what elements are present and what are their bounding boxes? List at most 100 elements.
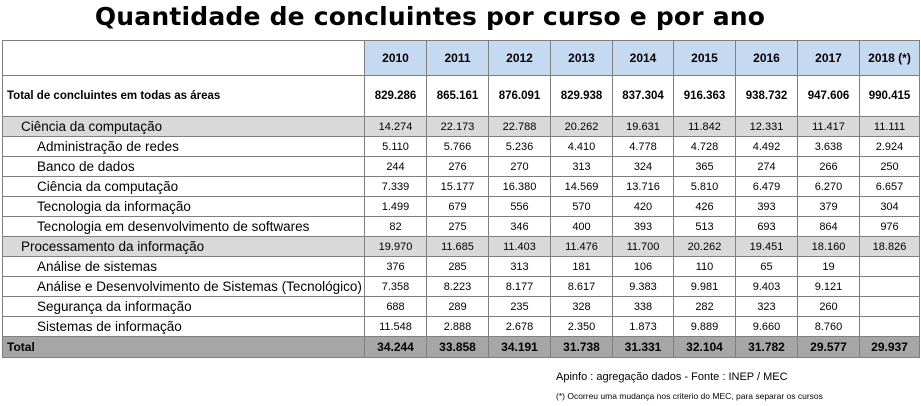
cell-value: 3.638 bbox=[797, 136, 860, 157]
cell-value: 8.177 bbox=[488, 276, 551, 297]
row-label: Ciência da computação bbox=[2, 176, 365, 197]
cell-value: 5.766 bbox=[426, 136, 489, 157]
cell-value: 2016 bbox=[735, 40, 798, 76]
cell-value: 2.678 bbox=[488, 316, 551, 337]
cell-value: 426 bbox=[673, 196, 736, 217]
cell-value: 324 bbox=[612, 156, 674, 177]
cell-value: 4.728 bbox=[673, 136, 736, 157]
cell-value: 2017 bbox=[797, 40, 860, 76]
cell-value: 34.244 bbox=[364, 336, 427, 358]
row-label: Segurança da informação bbox=[2, 296, 365, 317]
cell-value: 323 bbox=[735, 296, 798, 317]
table-row: Análise de sistemas 376 285 313 181 106 110 65 1… bbox=[2, 256, 920, 277]
cell-value: 11.111 bbox=[859, 116, 920, 137]
cell-value: 11.476 bbox=[550, 236, 613, 257]
cell-value: 32.104 bbox=[673, 336, 736, 358]
cell-value: 313 bbox=[550, 156, 613, 177]
cell-value: 235 bbox=[488, 296, 551, 317]
table-row: Análise e Desenvolvimento de Sistemas (T… bbox=[2, 276, 920, 297]
cell-value bbox=[859, 276, 920, 297]
cell-value: 11.548 bbox=[364, 316, 427, 337]
row-label: Administração de redes bbox=[2, 136, 365, 157]
cell-value: 31.738 bbox=[550, 336, 613, 358]
row-label: Tecnologia em desenvolvimento de softwar… bbox=[2, 216, 365, 237]
cell-value: 275 bbox=[426, 216, 489, 237]
row-label: Total bbox=[2, 336, 365, 358]
cell-value: 22.788 bbox=[488, 116, 551, 137]
cell-value: 20.262 bbox=[550, 116, 613, 137]
cell-value: 106 bbox=[612, 256, 674, 277]
table-row: Tecnologia da informação 1.499 679 556 570 42… bbox=[2, 196, 920, 217]
row-label: Análise de sistemas bbox=[2, 256, 365, 277]
cell-value: 11.685 bbox=[426, 236, 489, 257]
cell-value: 6.657 bbox=[859, 176, 920, 197]
row-label: Análise e Desenvolvimento de Sistemas (T… bbox=[2, 276, 365, 297]
cell-value: 990.415 bbox=[859, 75, 920, 117]
cell-value: 313 bbox=[488, 256, 551, 277]
cell-value: 916.363 bbox=[673, 75, 736, 117]
source-note: Apinfo : agregação dados - Fonte : INEP … bbox=[556, 371, 788, 383]
row-label: Ciência da computação bbox=[2, 116, 365, 137]
cell-value: 679 bbox=[426, 196, 489, 217]
total-all-row: Total de concluintes em todas as áreas 82… bbox=[2, 75, 920, 117]
cell-value: 420 bbox=[612, 196, 674, 217]
cell-value: 110 bbox=[673, 256, 736, 277]
cell-value: 8.617 bbox=[550, 276, 613, 297]
cell-value: 19.970 bbox=[364, 236, 427, 257]
cell-value: 393 bbox=[612, 216, 674, 237]
cell-value: 244 bbox=[364, 156, 427, 177]
cell-value bbox=[859, 316, 920, 337]
cell-value: 304 bbox=[859, 196, 920, 217]
cell-value: 5.810 bbox=[673, 176, 736, 197]
cell-value: 9.403 bbox=[735, 276, 798, 297]
cell-value: 693 bbox=[735, 216, 798, 237]
cell-value: 19.451 bbox=[735, 236, 798, 257]
group-row: Processamento da informação 19.970 11.685 1… bbox=[2, 236, 920, 257]
cell-value: 570 bbox=[550, 196, 613, 217]
cell-value: 33.858 bbox=[426, 336, 489, 358]
cell-value: 346 bbox=[488, 216, 551, 237]
cell-value: 285 bbox=[426, 256, 489, 277]
cell-value: 22.173 bbox=[426, 116, 489, 137]
cell-value: 276 bbox=[426, 156, 489, 177]
grand-total-row: Total 34.244 33.858 34.191 31.738 31.331 32.10… bbox=[2, 336, 920, 358]
cell-value: 13.716 bbox=[612, 176, 674, 197]
row-label: Processamento da informação bbox=[2, 236, 365, 257]
cell-value: 181 bbox=[550, 256, 613, 277]
page-title: Quantidade de concluintes por curso e po… bbox=[94, 2, 766, 31]
cell-value: 65 bbox=[735, 256, 798, 277]
cell-value: 274 bbox=[735, 156, 798, 177]
cell-value: 2.888 bbox=[426, 316, 489, 337]
cell-value: 976 bbox=[859, 216, 920, 237]
cell-value: 376 bbox=[364, 256, 427, 277]
cell-value: 513 bbox=[673, 216, 736, 237]
cell-value: 250 bbox=[859, 156, 920, 177]
cell-value: 289 bbox=[426, 296, 489, 317]
cell-value: 18.826 bbox=[859, 236, 920, 257]
cell-value: 365 bbox=[673, 156, 736, 177]
cell-value: 8.760 bbox=[797, 316, 860, 337]
cell-value: 9.660 bbox=[735, 316, 798, 337]
cell-value: 11.417 bbox=[797, 116, 860, 137]
cell-value: 29.577 bbox=[797, 336, 860, 358]
table-row: Segurança da informação 688 289 235 328 338 28… bbox=[2, 296, 920, 317]
cell-value: 14.274 bbox=[364, 116, 427, 137]
cell-value: 829.286 bbox=[364, 75, 427, 117]
cell-value: 9.121 bbox=[797, 276, 860, 297]
cell-value: 556 bbox=[488, 196, 551, 217]
cell-value: 4.410 bbox=[550, 136, 613, 157]
cell-value: 20.262 bbox=[673, 236, 736, 257]
row-label: Sistemas de informação bbox=[2, 316, 365, 337]
cell-value: 338 bbox=[612, 296, 674, 317]
cell-value: 876.091 bbox=[488, 75, 551, 117]
cell-value: 938.732 bbox=[735, 75, 798, 117]
cell-value: 18.160 bbox=[797, 236, 860, 257]
cell-value: 865.161 bbox=[426, 75, 489, 117]
cell-value: 2011 bbox=[426, 40, 489, 76]
cell-value: 9.981 bbox=[673, 276, 736, 297]
cell-value: 19.631 bbox=[612, 116, 674, 137]
cell-value: 2.924 bbox=[859, 136, 920, 157]
cell-value: 379 bbox=[797, 196, 860, 217]
cell-value: 1.873 bbox=[612, 316, 674, 337]
cell-value: 829.938 bbox=[550, 75, 613, 117]
